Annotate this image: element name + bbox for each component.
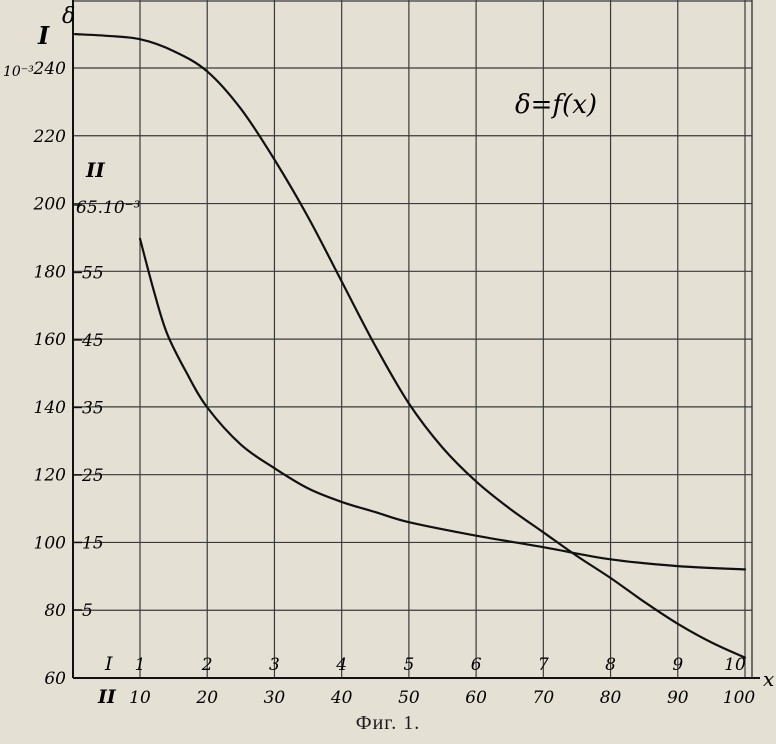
y-axis-label: δ: [62, 4, 75, 29]
y-tick-label-I-1: 80: [44, 601, 66, 621]
x-tick-label-II-7: 80: [600, 688, 622, 708]
y-tick-label-I-9: 240: [33, 59, 67, 79]
x-scale-I-ticks: 1 2 3 4 5 6 7 8 9 10: [135, 655, 746, 675]
y-scale-II-marker: II: [85, 158, 105, 182]
y-tick-label-II-3: 35: [82, 398, 104, 418]
x-tick-label-I-2: 3: [269, 655, 280, 675]
x-tick-label-II-8: 90: [667, 688, 689, 708]
chart-curves: [73, 33, 747, 659]
y-tick-label-I-7: 200: [33, 195, 67, 215]
y-tick-label-II-1: 15: [82, 533, 104, 553]
y-tick-label-I-6: 180: [34, 262, 67, 282]
x-tick-label-I-8: 9: [672, 655, 683, 675]
figure-caption: Фиг. 1.: [355, 712, 421, 734]
x-tick-label-II-1: 20: [195, 688, 218, 708]
x-tick-label-II-9: 100: [723, 688, 756, 708]
x-axis-label: x: [763, 667, 774, 691]
x-tick-label-I-7: 8: [605, 655, 616, 675]
y-tick-label-I-8: 220: [33, 127, 67, 147]
y-scale-I-factor: 10⁻³: [3, 64, 34, 80]
x-tick-label-II-0: 10: [129, 688, 151, 708]
chart-grid: [73, 0, 752, 678]
x-scale-II-ticks: 10 20 30 40 50 60 70 80 90 100: [129, 688, 755, 708]
y-scale-I-ticks: 60 80 100 120 140 160 180 200 220 240: [33, 59, 67, 689]
chart-axes: [72, 0, 760, 679]
y-tick-label-I-5: 160: [34, 330, 67, 350]
curve-series-I: [73, 33, 747, 659]
y-scale-I-marker: I: [37, 21, 50, 50]
y-tick-label-II-0: 5: [82, 601, 93, 621]
x-tick-label-II-6: 70: [533, 688, 555, 708]
x-tick-label-I-4: 5: [403, 655, 414, 675]
y-scale-II-top-label: 65.10⁻³: [76, 198, 141, 218]
x-tick-label-II-5: 60: [465, 688, 487, 708]
x-tick-label-I-6: 7: [538, 655, 549, 675]
function-label: δ=f(x): [515, 90, 597, 120]
y-tick-label-I-0: 60: [44, 669, 66, 689]
y-tick-label-II-4: 45: [81, 331, 104, 351]
curve-series-II: [138, 237, 747, 571]
x-tick-label-I-9: 10: [724, 655, 746, 675]
y-tick-label-II-5: 55: [82, 263, 104, 283]
x-tick-label-I-0: 1: [135, 655, 146, 675]
x-tick-label-I-1: 2: [201, 655, 213, 675]
y-tick-label-I-4: 140: [34, 398, 67, 418]
x-tick-label-I-3: 4: [335, 655, 347, 675]
y-tick-label-II-2: 25: [81, 466, 104, 486]
x-scale-II-marker: II: [97, 686, 117, 708]
x-tick-label-II-3: 40: [330, 688, 353, 708]
y-tick-label-I-2: 100: [34, 533, 67, 553]
y-tick-label-I-3: 120: [34, 466, 67, 486]
x-tick-label-II-4: 50: [398, 688, 420, 708]
x-tick-label-I-5: 6: [471, 655, 482, 675]
x-scale-I-marker: I: [104, 653, 113, 675]
y-scale-II-ticks: 5 15 25 35 45 55: [73, 204, 104, 621]
x-tick-label-II-2: 30: [264, 688, 286, 708]
